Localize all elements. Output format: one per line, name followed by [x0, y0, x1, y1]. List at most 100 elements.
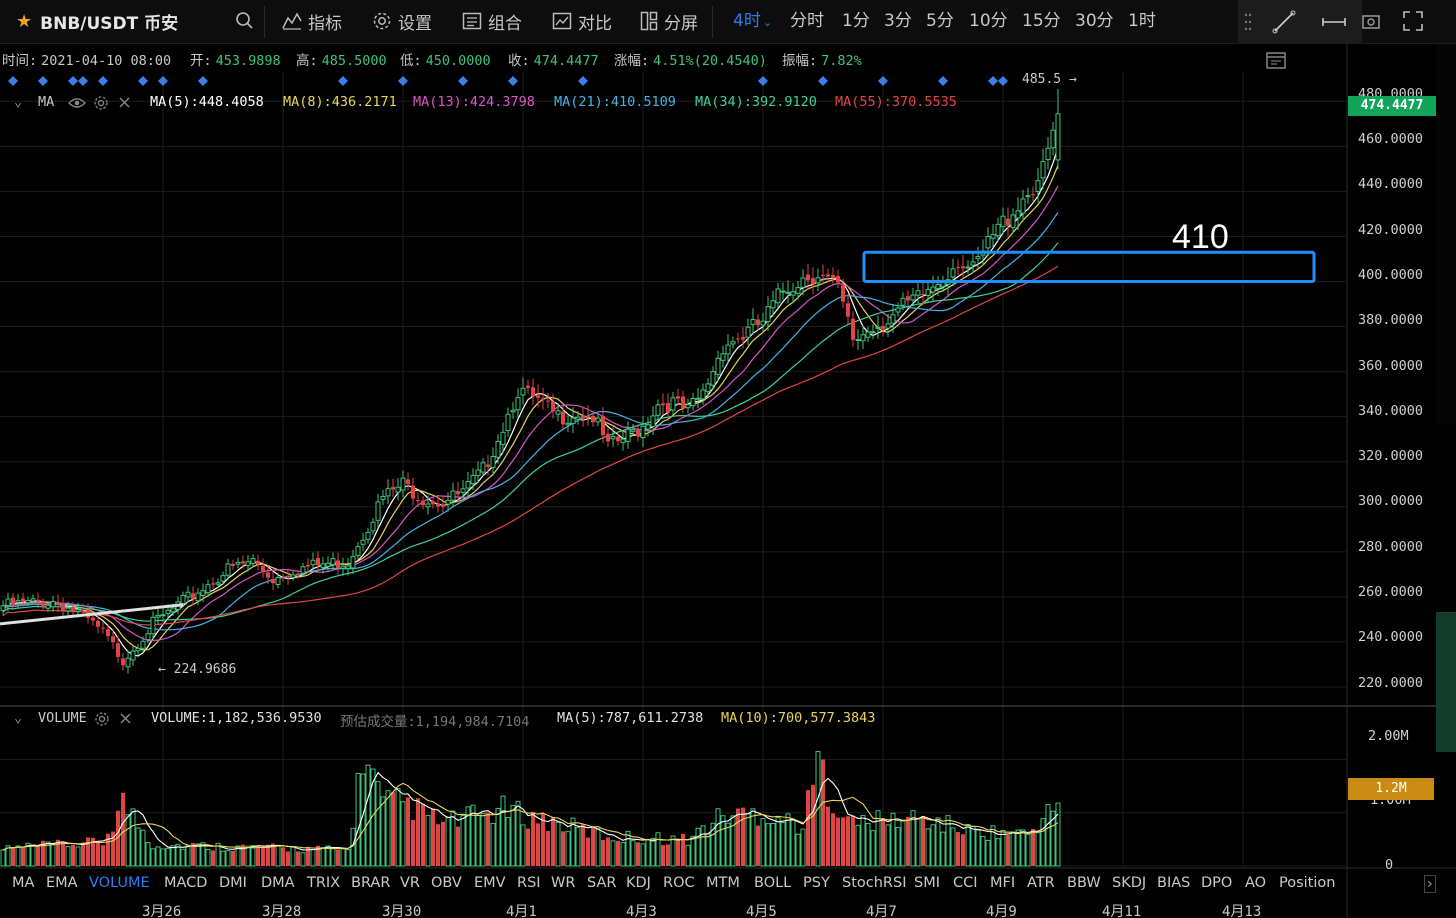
interval-button[interactable]: 15分 — [1022, 11, 1061, 31]
candle-body — [720, 353, 726, 361]
event-marker-icon — [938, 76, 948, 86]
indicators-button[interactable]: 指标 — [282, 8, 342, 34]
candle-body — [821, 274, 825, 276]
volume-bar — [1045, 804, 1051, 867]
indicator-tab[interactable]: OBV — [431, 875, 462, 891]
horizontal-line-icon[interactable] — [1320, 10, 1348, 34]
candle-body — [500, 431, 506, 445]
candle-body — [360, 539, 366, 545]
indicator-tab[interactable]: MFI — [990, 875, 1016, 891]
indicator-tab[interactable]: SMI — [914, 875, 940, 891]
indicator-tab[interactable]: ROC — [663, 875, 695, 891]
indicator-tab[interactable]: BIAS — [1157, 875, 1191, 891]
candle-body — [245, 561, 251, 567]
camera-icon[interactable] — [1362, 10, 1380, 32]
volume-bar — [520, 824, 526, 867]
indicator-tab[interactable]: KDJ — [626, 875, 651, 891]
volume-bar — [445, 816, 451, 867]
interval-button[interactable]: 分时 — [790, 11, 824, 31]
calendar-icon[interactable] — [1265, 50, 1287, 70]
volume-bar — [655, 832, 661, 867]
indicator-tab[interactable]: PSY — [803, 875, 830, 891]
trend-line-icon[interactable] — [1272, 10, 1296, 34]
search-icon[interactable] — [234, 10, 256, 32]
volume-bar — [595, 828, 601, 867]
volume-bar — [965, 823, 971, 867]
indicator-tab[interactable]: AO — [1245, 875, 1267, 891]
candle-body — [570, 417, 576, 425]
volume-bar — [160, 848, 166, 867]
candle-body — [526, 385, 530, 388]
combo-label: 组合 — [488, 13, 522, 34]
interval-button[interactable]: 5分 — [926, 11, 954, 31]
indicator-tab[interactable]: SAR — [587, 875, 617, 891]
interval-button[interactable]: 1时 — [1128, 11, 1156, 31]
indicator-tab[interactable]: EMA — [46, 875, 78, 891]
combo-button[interactable]: 组合 — [462, 8, 522, 34]
interval-button[interactable]: 3分 — [884, 11, 912, 31]
indicator-tab[interactable]: MA — [12, 875, 35, 891]
indicator-tab[interactable]: VR — [400, 875, 420, 891]
close-icon[interactable] — [118, 96, 131, 109]
gear-icon[interactable] — [94, 711, 110, 727]
close-icon[interactable] — [119, 712, 132, 725]
indicator-tab-active[interactable]: VOLUME — [89, 875, 150, 891]
interval-button[interactable]: 10分 — [969, 11, 1008, 31]
interval-button[interactable]: 30分 — [1075, 11, 1114, 31]
indicator-tab[interactable]: MTM — [706, 875, 740, 891]
indicator-tab[interactable]: StochRSI — [842, 875, 907, 891]
volume-bar — [211, 850, 215, 866]
indicator-tab[interactable]: SKDJ — [1112, 875, 1147, 891]
annotation-label[interactable]: 410 — [1172, 218, 1229, 256]
indicator-tab[interactable]: CCI — [953, 875, 978, 891]
ma34-line — [2, 242, 1059, 622]
volume-bar — [121, 792, 125, 866]
volume-bar — [670, 835, 676, 867]
drag-handle-icon[interactable] — [1244, 12, 1252, 32]
indicator-tab[interactable]: EMV — [474, 875, 506, 891]
candle-body — [200, 590, 206, 596]
interval-button[interactable]: 1分 — [842, 11, 870, 31]
event-marker-icon — [988, 76, 998, 86]
collapse-chevron-icon[interactable]: ⌄ — [14, 94, 23, 110]
split-screen-button[interactable]: 分屏 — [640, 8, 698, 34]
volume-bar — [56, 839, 60, 866]
fullscreen-icon[interactable] — [1402, 10, 1424, 32]
candle-body — [411, 485, 415, 499]
indicator-tab[interactable]: BBW — [1067, 875, 1101, 891]
ohlc-close: 收: 474.4477 — [508, 53, 599, 69]
candle-body — [150, 616, 156, 635]
indicator-tab[interactable]: BOLL — [754, 875, 792, 891]
interval-active[interactable]: 4时 ⌄ — [733, 8, 772, 34]
indicator-tab[interactable]: RSI — [517, 875, 541, 891]
eye-icon[interactable] — [68, 96, 86, 110]
indicator-tab[interactable]: DMA — [261, 875, 295, 891]
candle-body — [441, 504, 445, 507]
compare-button[interactable]: 对比 — [552, 8, 612, 34]
indicator-tab[interactable]: WR — [551, 875, 576, 891]
indicator-tab[interactable]: Position — [1279, 875, 1336, 891]
symbol-title[interactable]: ★ BNB/USDT 币安 — [16, 8, 178, 34]
indicator-tab[interactable]: MACD — [164, 875, 208, 891]
indicator-tab[interactable]: DPO — [1201, 875, 1233, 891]
favorite-star-icon[interactable]: ★ — [16, 10, 33, 32]
collapse-chevron-icon[interactable]: ⌄ — [14, 710, 23, 726]
indicator-tab[interactable]: TRIX — [307, 875, 341, 891]
volume-bar — [780, 821, 786, 867]
indicator-tab[interactable]: ATR — [1027, 875, 1055, 891]
scroll-right-icon[interactable]: › — [1424, 875, 1436, 893]
candle-body — [205, 584, 211, 594]
settings-button[interactable]: 设置 — [372, 8, 432, 34]
gear-icon[interactable] — [93, 95, 109, 111]
volume-bar — [956, 832, 960, 866]
candle-body — [375, 501, 381, 521]
candle-body — [865, 331, 871, 338]
volume-bar — [610, 840, 616, 867]
ma13-value: MA(13):424.3798 — [413, 94, 535, 110]
indicator-tab[interactable]: DMI — [219, 875, 247, 891]
event-marker-icon — [38, 76, 48, 86]
indicator-tab[interactable]: BRAR — [351, 875, 391, 891]
volume-bar — [25, 842, 31, 867]
volume-bar — [266, 844, 270, 866]
